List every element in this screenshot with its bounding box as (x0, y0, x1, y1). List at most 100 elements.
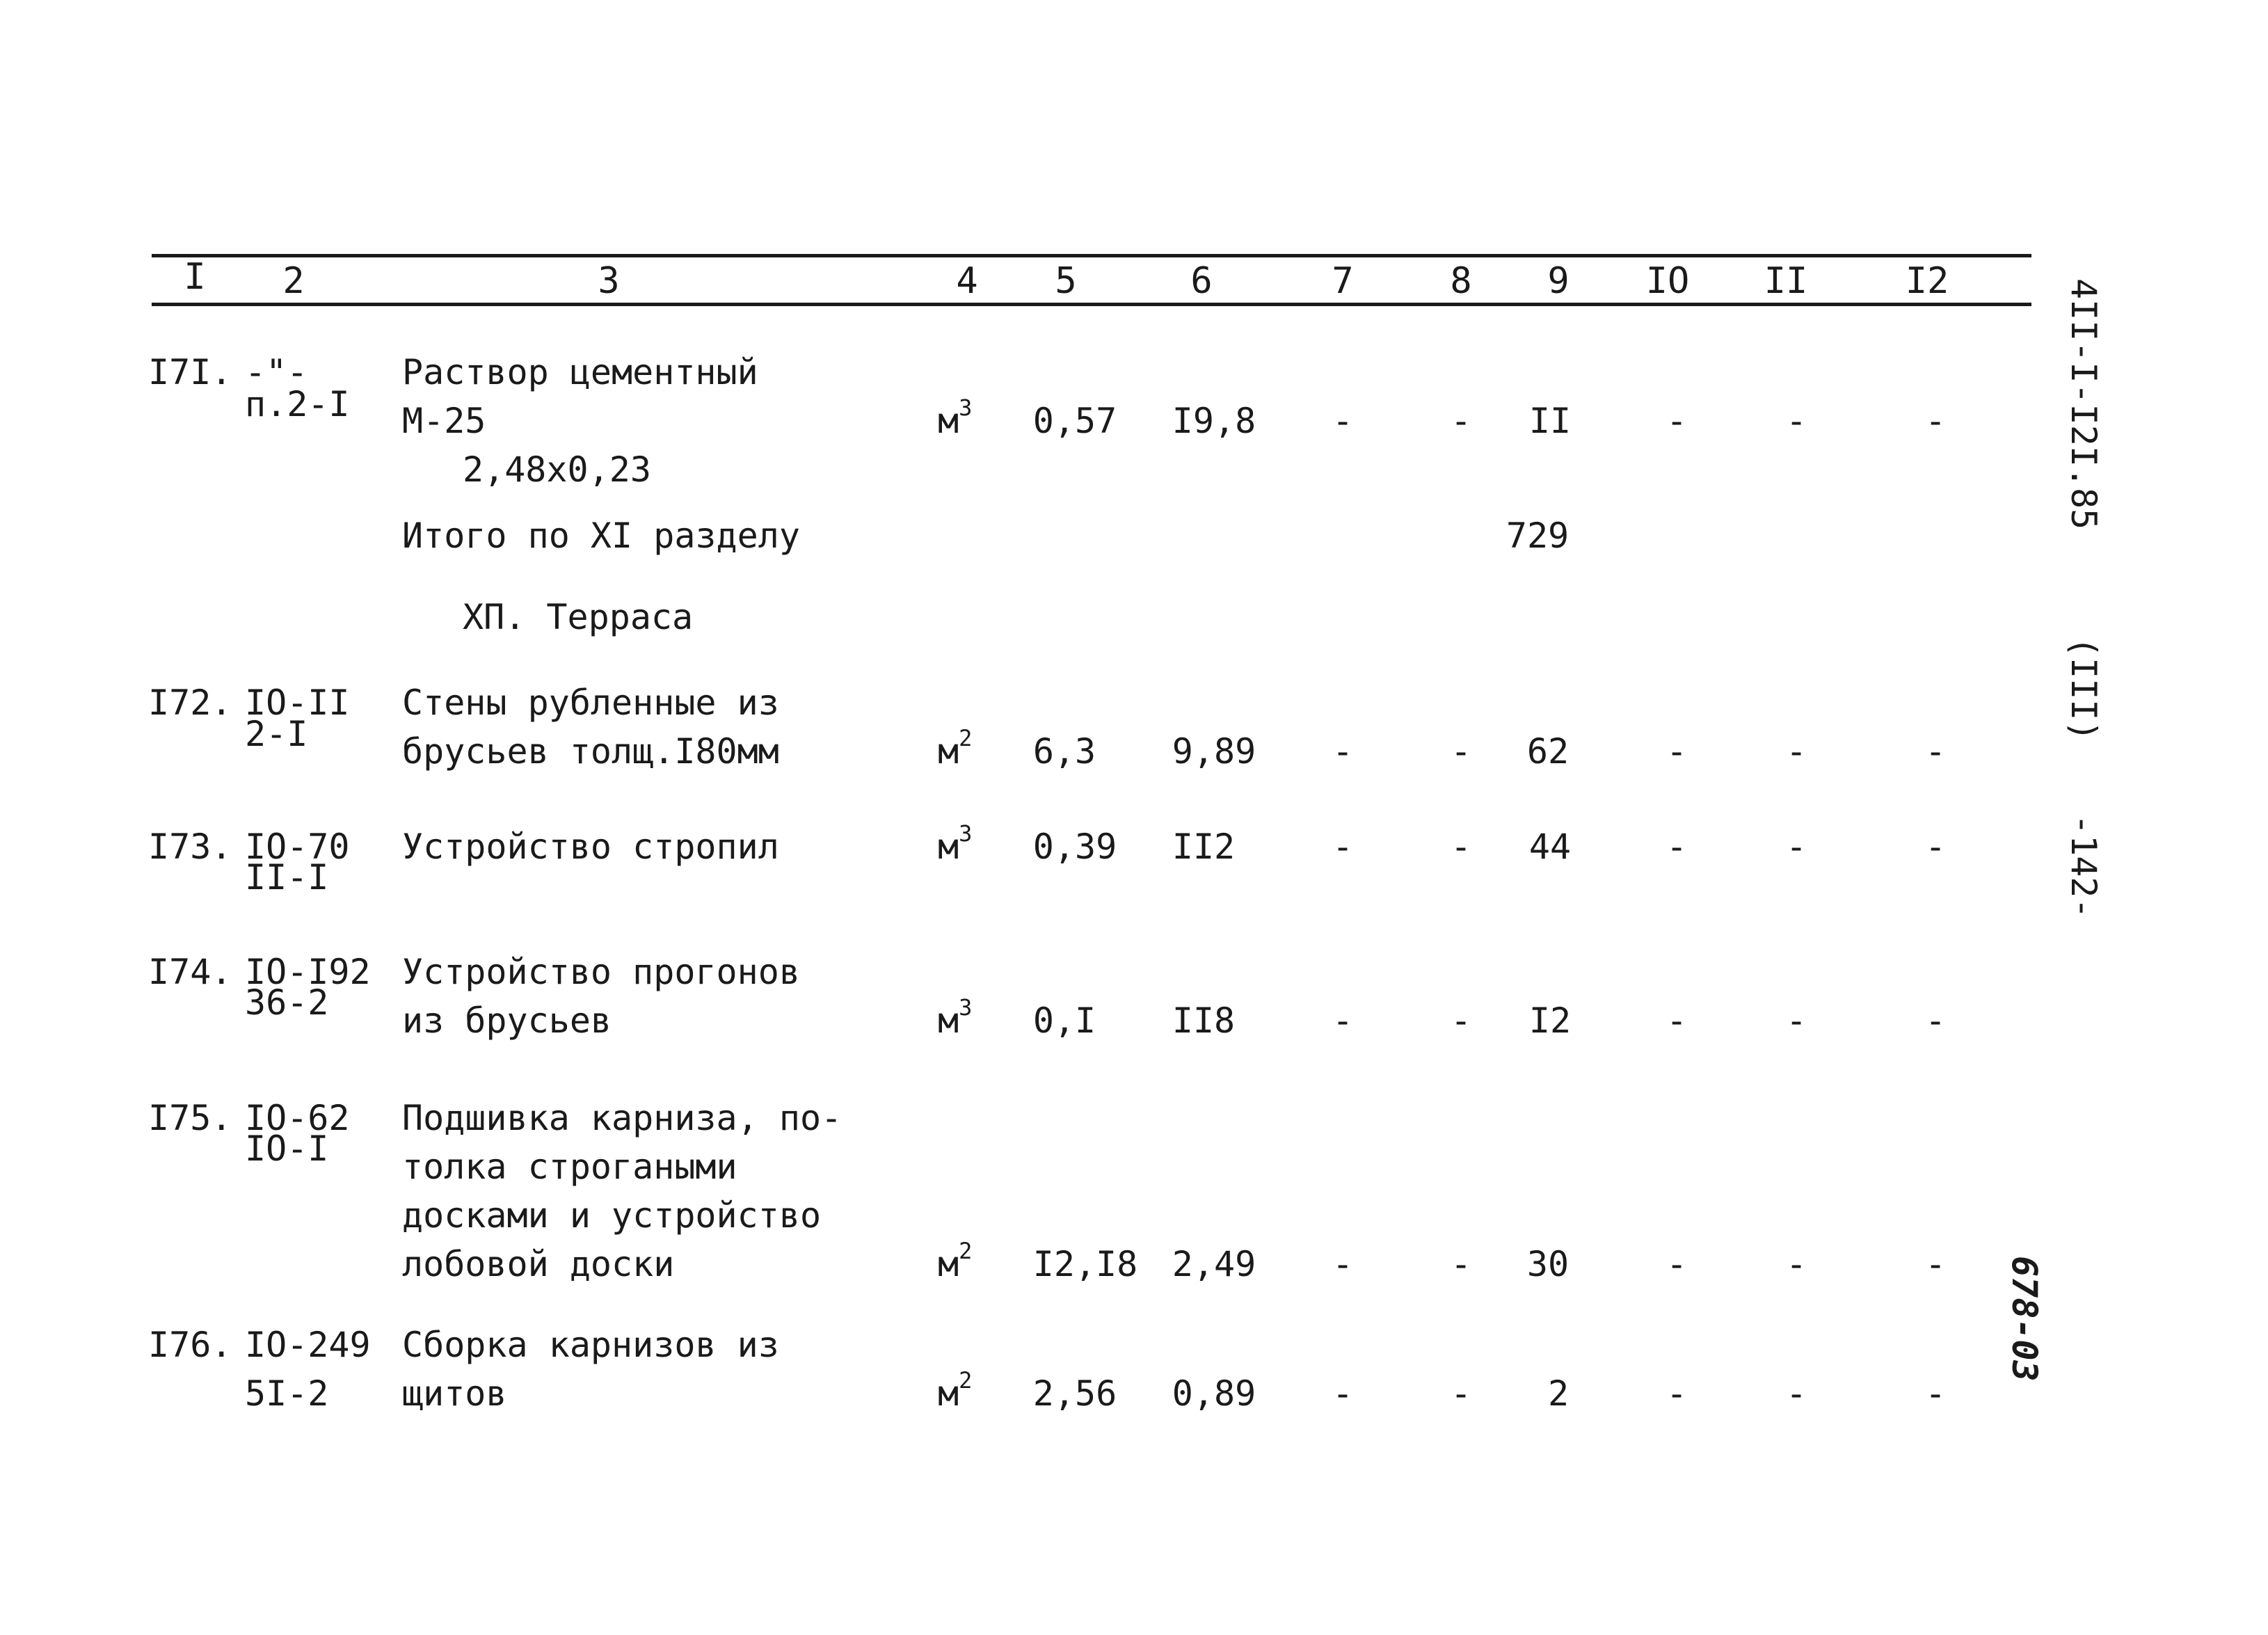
row-unit: м3 (938, 994, 973, 1041)
row-col-6: 2,49 (1172, 1244, 1256, 1284)
row-code-line-1: IO-II (245, 683, 350, 723)
row-code-line-2: 36-2 (245, 982, 329, 1023)
row-description-line-1: Раствор цементный (402, 352, 758, 392)
row-col-9: 30 (1526, 1244, 1570, 1284)
col-header-6: 6 (1190, 260, 1213, 302)
row-col-6: II8 (1172, 1000, 1236, 1041)
row-description-line-2: брусьев толщ.I80мм (402, 731, 779, 772)
row-col-5: I2,I8 (1032, 1244, 1138, 1284)
row-col-9: II (1528, 401, 1572, 441)
row-col-8: - (1450, 731, 1472, 772)
row-number: I76. (148, 1325, 232, 1365)
row-col-10: - (1666, 827, 1688, 867)
row-code-line-1: IO-I92 (245, 952, 371, 992)
row-number: I72. (148, 683, 232, 723)
row-col-8: - (1450, 401, 1472, 441)
row-number: I75. (148, 1098, 232, 1138)
row-col-12: - (1924, 1373, 1947, 1414)
header-bottom-rule (152, 303, 2031, 306)
row-col-7: - (1332, 1373, 1354, 1414)
row-col-5: 2,56 (1032, 1373, 1117, 1414)
row-col-8: - (1450, 1000, 1472, 1041)
row-description-line-1: Подшивка карниза, по- (402, 1098, 842, 1138)
col-header-5: 5 (1055, 260, 1077, 302)
row-col-6: I9,8 (1172, 401, 1256, 441)
row-col-7: - (1332, 731, 1354, 772)
row-description-line-1: Устройство стропил (402, 827, 779, 867)
col-header-10: IO (1645, 260, 1690, 302)
row-description-extra: 2,48x0,23 (463, 449, 651, 490)
section-title: XП. Терраса (463, 597, 694, 637)
row-code-line-1: IO-62 (245, 1098, 350, 1138)
row-number: I74. (148, 952, 232, 992)
row-col-6: 0,89 (1172, 1373, 1256, 1414)
row-number: I7I. (148, 352, 232, 392)
row-unit: м2 (938, 1367, 973, 1414)
row-col-11: - (1785, 731, 1807, 772)
col-header-11: II (1764, 260, 1808, 302)
document-code: 4II-I-I2I.85 (2063, 278, 2104, 530)
row-description-line-2: толка строгаными (402, 1147, 737, 1187)
col-header-2: 2 (282, 260, 305, 302)
row-col-5: 6,3 (1032, 731, 1096, 772)
row-code-line-2: п.2-I (245, 384, 350, 424)
row-col-9: 2 (1547, 1373, 1570, 1414)
col-header-8: 8 (1450, 260, 1472, 302)
row-col-9: I2 (1528, 1000, 1572, 1041)
row-description-line-1: Стены рубленные из (402, 683, 779, 723)
row-description-line-4: лобовой доски (402, 1244, 675, 1284)
volume-number: (III) (2063, 637, 2104, 742)
row-col-12: - (1924, 827, 1947, 867)
row-code-line-2: 2-I (245, 714, 308, 754)
col-header-9: 9 (1547, 260, 1570, 302)
col-header-12: I2 (1905, 260, 1949, 302)
row-col-8: - (1450, 827, 1472, 867)
row-col-5: 0,57 (1032, 401, 1117, 441)
row-col-11: - (1785, 1000, 1807, 1041)
col-header-1: I (184, 256, 206, 298)
row-col-12: - (1924, 731, 1947, 772)
row-description-line-3: досками и устройство (402, 1195, 822, 1236)
col-header-4: 4 (956, 260, 978, 302)
row-col-12: - (1924, 401, 1947, 441)
row-col-7: - (1332, 1000, 1354, 1041)
col-header-7: 7 (1332, 260, 1354, 302)
row-code-line-1: IO-249 (245, 1325, 371, 1365)
row-col-11: - (1785, 827, 1807, 867)
row-col-11: - (1785, 1373, 1807, 1414)
row-code-line-2: 5I-2 (245, 1373, 329, 1414)
row-col-11: - (1785, 401, 1807, 441)
row-col-6: 9,89 (1172, 731, 1256, 772)
page-number: -142- (2063, 814, 2104, 919)
row-number: I73. (148, 827, 232, 867)
col-header-3: 3 (598, 260, 620, 302)
row-col-7: - (1332, 1244, 1354, 1284)
subtotal-value: 729 (1506, 516, 1570, 556)
row-col-10: - (1666, 1373, 1688, 1414)
row-col-8: - (1450, 1244, 1472, 1284)
row-col-7: - (1332, 401, 1354, 441)
row-col-11: - (1785, 1244, 1807, 1284)
row-description-line-2: из брусьев (402, 1000, 612, 1041)
row-col-9: 44 (1528, 827, 1572, 867)
subtotal-label: Итого по XI разделу (402, 516, 800, 556)
row-col-10: - (1666, 1244, 1688, 1284)
row-code-line-1: IO-70 (245, 827, 350, 867)
row-col-5: 0,39 (1032, 827, 1117, 867)
row-col-10: - (1666, 1000, 1688, 1041)
row-unit: м3 (938, 394, 973, 441)
row-description-line-1: Сборка карнизов из (402, 1325, 779, 1365)
row-unit: м3 (938, 820, 973, 867)
row-col-12: - (1924, 1000, 1947, 1041)
row-col-6: II2 (1172, 827, 1236, 867)
row-code-line-2: II-I (245, 857, 329, 898)
row-col-5: 0,I (1032, 1000, 1096, 1041)
row-col-12: - (1924, 1244, 1947, 1284)
order-stamp: 678-03 (2004, 1256, 2045, 1382)
row-code-line-1: -"- (245, 352, 308, 392)
row-col-7: - (1332, 827, 1354, 867)
row-description-line-1: Устройство прогонов (402, 952, 800, 992)
row-col-8: - (1450, 1373, 1472, 1414)
row-description-line-2: М-25 (402, 401, 486, 441)
row-description-line-2: щитов (402, 1373, 507, 1414)
